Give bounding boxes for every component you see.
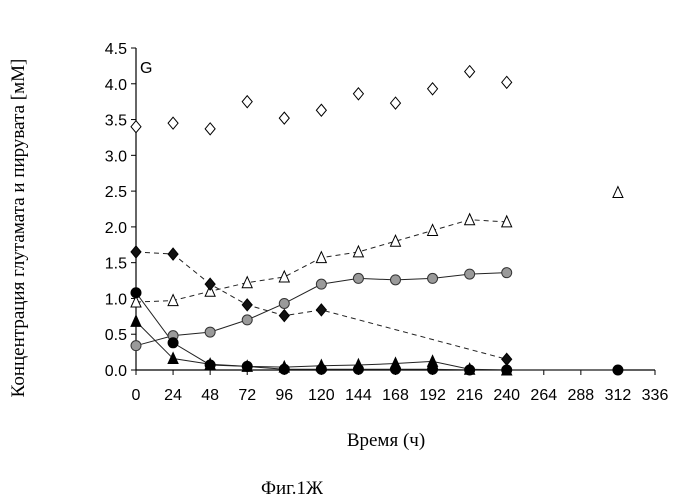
data-point-circle-gray [130,340,142,352]
x-axis-title: Время (ч) [347,430,425,451]
data-point-diamond-open [278,111,290,125]
data-point-triangle-filled [315,358,328,372]
data-point-diamond-filled [130,245,142,259]
y-tick-label: 4.0 [105,77,127,94]
data-point-triangle-filled [167,351,179,365]
data-point-diamond-open [463,64,476,79]
panel-label: G [140,60,152,77]
data-point-triangle-filled [130,314,142,327]
data-point-circle-filled [167,337,179,349]
data-point-triangle-open [389,233,402,247]
x-tick-label: 264 [530,387,557,404]
data-point-triangle-filled [500,362,513,376]
data-point-triangle-filled [426,354,439,367]
data-point-circle-gray [241,314,253,326]
figure-caption: Фиг.1Ж [261,478,324,499]
data-point-circle-gray [278,297,290,309]
x-tick-label: 144 [345,387,372,404]
x-tick-label: 192 [419,387,446,404]
y-tick-label: 2.5 [105,184,127,201]
data-point-triangle-filled [278,359,291,373]
data-point-diamond-open [241,94,253,109]
data-point-circle-gray [501,267,513,279]
data-point-circle-gray [204,326,216,338]
data-point-diamond-filled [315,303,328,317]
data-point-circle-gray [390,274,401,286]
data-point-diamond-filled [241,298,253,312]
y-tick-label: 4.5 [105,41,127,58]
x-tick-label: 216 [456,387,483,404]
axes: 0.0 0.5 1.0 1.5 2.0 2.5 3.0 3.5 4.0 4.5 0 24 48 72 96 1… [105,41,669,404]
data-point-diamond-open [130,119,142,134]
data-point-triangle-open [500,214,513,228]
x-tick-label: 288 [568,387,595,404]
data-point-circle-gray [427,272,439,284]
data-point-diamond-open [426,82,439,96]
x-tick-label: 120 [308,387,335,404]
data-point-circle-gray [352,272,364,284]
series-line-circle-filled [135,292,618,371]
data-point-triangle-open [241,275,253,289]
y-tick-label: 0.0 [105,363,127,380]
data-point-triangle-filled [241,359,253,372]
x-tick-label: 312 [605,387,632,404]
data-point-diamond-open [501,75,513,90]
y-tick-label: 3.0 [105,148,127,165]
data-point-circle-filled [130,287,142,299]
y-axis-title: Концентрация глутамата и пирувата [мМ] [8,59,29,398]
data-point-triangle-open [352,244,365,258]
data-point-diamond-filled [278,308,290,323]
x-tick-label: 336 [642,387,669,404]
x-tick-label: 0 [132,387,141,404]
y-tick-label: 1.5 [105,256,127,273]
data-point-triangle-open [130,294,142,308]
y-tick-label: 1.0 [105,291,127,308]
data-point-triangle-filled [204,357,216,370]
x-tick-label: 24 [164,387,182,404]
data-point-triangle-filled [352,357,365,371]
data-point-diamond-filled [204,277,216,291]
data-point-triangle-open [426,223,439,236]
series-markers [130,64,624,376]
data-point-triangle-open [463,212,476,226]
data-point-circle-filled [612,364,624,376]
data-point-circle-gray [464,268,476,280]
data-point-diamond-open [389,96,402,110]
data-point-triangle-open [612,185,624,199]
data-point-diamond-open [315,103,328,118]
x-tick-label: 240 [493,387,520,404]
data-point-diamond-filled [167,247,179,261]
y-tick-label: 3.5 [105,113,127,130]
data-point-triangle-filled [463,362,476,375]
x-tick-label: 168 [382,387,409,404]
data-point-triangle-open [315,250,328,264]
y-tick-label: 2.0 [105,220,127,237]
data-point-diamond-open [167,116,179,130]
x-tick-label: 96 [275,387,293,404]
data-point-triangle-open [167,293,179,307]
data-point-triangle-filled [389,356,402,370]
data-point-circle-gray [315,278,327,290]
x-tick-label: 48 [201,387,219,404]
data-point-triangle-open [278,269,291,283]
data-point-diamond-open [204,122,216,136]
x-tick-label: 72 [238,387,256,404]
data-point-diamond-open [352,87,365,101]
y-tick-label: 0.5 [105,327,127,344]
